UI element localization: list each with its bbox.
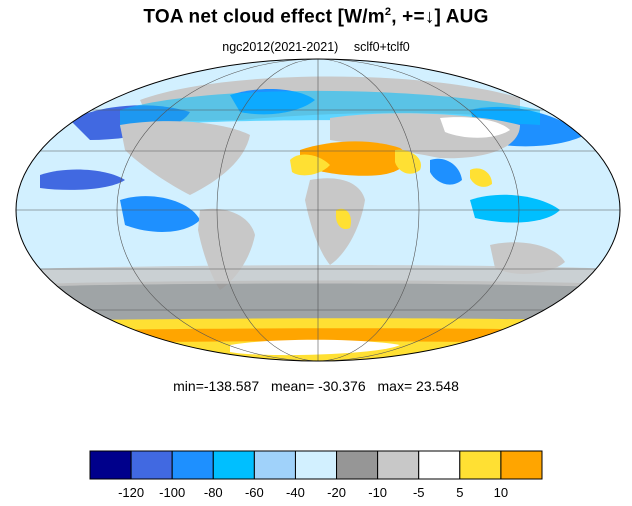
graticule [16,59,620,361]
southern-ocean-lightgrey [16,265,620,288]
subtitle-variable: sclf0+tclf0 [353,40,410,54]
colorbar-label-2: -80 [204,485,223,500]
colorbar-box-7 [377,450,420,480]
colorbar-box-8 [418,450,461,480]
colorbar-label-0: -120 [118,485,144,500]
map-statistics: min=-138.587 mean= -30.376 max= 23.548 [0,378,632,394]
colorbar-box-2 [171,450,214,480]
east-pacific-blue [40,169,125,190]
stat-max: max= 23.548 [377,378,459,394]
asia-white [440,117,510,138]
title-superscript: 2 [384,6,392,18]
colorbar-box-0 [89,450,132,480]
africa-land [305,178,365,265]
africa-yellow [335,208,352,230]
colorbar-label-3: -60 [245,485,264,500]
colorbar-box-10 [500,450,543,480]
colorbar-label-4: -40 [286,485,305,500]
subtitle-model: ngc2012(2021-2021) [222,40,339,54]
stat-mean: mean= -30.376 [271,378,366,394]
colorbar-label-5: -20 [327,485,346,500]
antarctica-white [230,339,400,356]
central-atlantic-blue [120,196,200,232]
warm-pool-blue [470,194,560,223]
india-blue [430,158,462,185]
colorbar-label-1: -100 [159,485,185,500]
colorbar-label-6: -10 [368,485,387,500]
title-text: TOA net cloud effect [W/m [143,6,385,28]
colorbar-label-8: 5 [456,485,463,500]
north-america-land [120,121,250,195]
stat-min: min=-138.587 [173,378,260,394]
colorbar-box-6 [336,450,379,480]
colorbar-boxes [89,450,543,480]
southern-ocean-grey [16,280,620,325]
arabia-yellow [395,149,421,174]
colorbar-label-9: 10 [494,485,508,500]
asia-yellow-patch [470,168,492,187]
title-rest: , +=↓] AUG [391,6,489,28]
colorbar-box-4 [253,450,296,480]
australia-land [490,242,565,274]
colorbar-labels: -120 -100 -80 -60 -40 -20 -10 -5 5 10 [118,485,508,500]
colorbar-label-7: -5 [413,485,425,500]
sahara-yellow [290,154,330,176]
colorbar-box-5 [294,450,338,480]
mollweide-map [15,58,621,362]
map-title: TOA net cloud effect [W/m2, +=↓] AUG [0,6,632,28]
globe-outline [15,58,621,362]
map-subtitle: ngc2012(2021-2021) sclf0+tclf0 [0,40,632,54]
colorbar-box-9 [459,450,502,480]
colorbar-box-1 [130,450,173,480]
colorbar-box-3 [212,450,255,480]
